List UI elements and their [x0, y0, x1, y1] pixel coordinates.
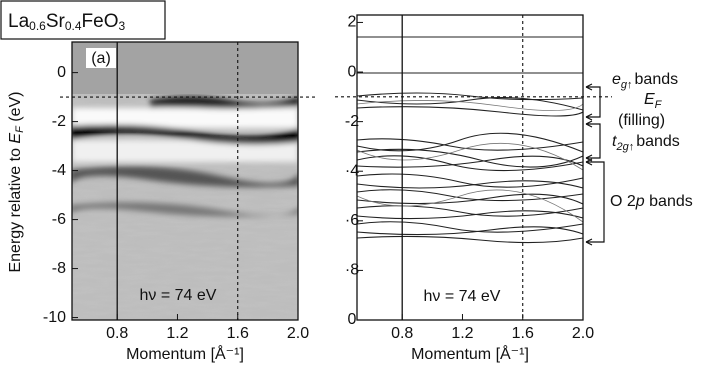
x-axis-label: Momentum [Å⁻¹] [126, 344, 244, 363]
band-label: O 2p bands [610, 193, 693, 210]
band-label: (filling) [618, 112, 665, 129]
title-part: Sr [46, 11, 66, 32]
title-part: 0.4 [65, 19, 82, 33]
title-part: La [8, 11, 30, 32]
plot-frame [356, 14, 584, 321]
chart-title: La0.6Sr0.4FeO3 [8, 11, 125, 33]
y-tick-label: ·8 [345, 262, 359, 279]
x-tick-label: 0.8 [106, 325, 128, 342]
x-tick-label: 0.8 [391, 325, 413, 342]
band-label-part: E [644, 91, 655, 108]
title-part: 0.6 [29, 19, 46, 33]
title-part: FeO [82, 11, 119, 32]
band-label-part: e [612, 71, 621, 88]
title-box [0, 0, 166, 40]
arpes-image [72, 42, 298, 320]
y-tick-label: -10 [43, 309, 66, 326]
annotation: hν = 74 eV [140, 287, 217, 304]
y-tick-label: -4 [52, 162, 66, 179]
x-tick-label: 1.2 [166, 325, 188, 342]
band-label-part: 2g↑ [615, 141, 634, 153]
panel-label-box [86, 48, 116, 68]
annotation: hν = 74 eV [424, 288, 501, 305]
band-label-part: g↑ [621, 79, 633, 91]
y-tick-label: -2 [52, 113, 66, 130]
band-structure [356, 36, 584, 244]
y-tick-label: 0 [348, 63, 357, 80]
y-tick-label: 2 [348, 14, 357, 31]
y-tick-label: 0 [348, 311, 357, 328]
title-part: 3 [118, 19, 125, 33]
band-label: EF [644, 91, 663, 111]
y-axis-label: Energy relative to EF (eV) [7, 91, 26, 272]
x-tick-label: 1.6 [227, 325, 249, 342]
band-label-part: (filling) [618, 112, 665, 129]
x-tick-label: 1.6 [512, 325, 534, 342]
y-label-part: F [14, 125, 26, 133]
y-tick-label: -8 [52, 260, 66, 277]
band-label-part: t [612, 133, 617, 150]
band-label-part: O 2 [610, 193, 636, 210]
band-label-part: F [655, 99, 663, 111]
y-tick-label: ·6 [345, 212, 359, 229]
band-label-part: bands [645, 193, 693, 210]
x-tick-label: 2.0 [572, 325, 594, 342]
plot-frame [71, 41, 299, 321]
band-label: eg↑ bands [612, 71, 678, 91]
y-label-part: (eV) [7, 91, 24, 126]
x-tick-label: 2.0 [287, 325, 309, 342]
y-tick-label: 0 [57, 64, 66, 81]
y-tick-label: ·4 [345, 162, 359, 179]
band-label: t2g↑ bands [612, 133, 680, 153]
x-axis-label: Momentum [Å⁻¹] [411, 344, 529, 363]
y-label-part: Energy relative to [7, 144, 24, 273]
y-tick-label: -2 [345, 113, 359, 130]
annotation-arrows [585, 83, 605, 246]
band-label-part: p [635, 193, 645, 210]
y-tick-label: -6 [52, 211, 66, 228]
x-tick-label: 1.2 [451, 325, 473, 342]
band-label-part: bands [636, 133, 680, 150]
y-label-part: E [7, 133, 24, 144]
band-label-part: bands [635, 71, 679, 88]
panel-label: (a) [91, 50, 111, 67]
